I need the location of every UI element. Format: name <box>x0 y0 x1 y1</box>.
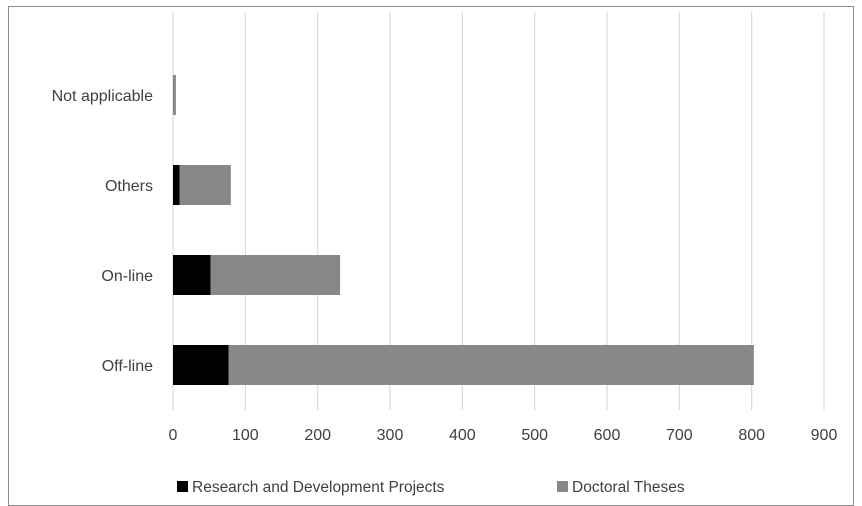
bar-research-projects <box>173 345 229 385</box>
gridlines <box>172 12 825 410</box>
x-tick-label-500: 500 <box>521 427 548 444</box>
legend: Research and Development Projects Doctora… <box>177 479 685 496</box>
x-tick-label-300: 300 <box>377 427 404 444</box>
bar-doctoral-theses <box>173 75 176 115</box>
legend-label: Doctoral Theses <box>572 479 685 496</box>
x-tick-label-800: 800 <box>738 427 765 444</box>
x-tick-labels: 0 100 200 300 400 500 600 700 800 900 <box>169 427 838 444</box>
x-tick-label-700: 700 <box>666 427 693 444</box>
bar-doctoral-theses <box>228 345 754 385</box>
category-label: Others <box>105 178 153 195</box>
x-tick-label-400: 400 <box>449 427 476 444</box>
legend-label: Research and Development Projects <box>192 479 445 496</box>
bar-research-projects <box>173 165 180 205</box>
x-tick-label-100: 100 <box>232 427 259 444</box>
x-tick-label-200: 200 <box>304 427 331 444</box>
category-labels: Not applicable Others On-line Off-line <box>52 88 154 375</box>
x-tick-label-600: 600 <box>594 427 621 444</box>
x-tick-label-900: 900 <box>811 427 838 444</box>
bars <box>173 75 754 385</box>
bar-doctoral-theses <box>210 255 341 295</box>
category-label: Not applicable <box>52 88 154 105</box>
category-label: Off-line <box>102 358 153 375</box>
bar-research-projects <box>173 255 211 295</box>
x-tick-label-0: 0 <box>169 427 178 444</box>
category-label: On-line <box>101 268 153 285</box>
legend-swatch <box>177 481 188 492</box>
legend-swatch <box>557 481 568 492</box>
bar-doctoral-theses <box>179 165 231 205</box>
